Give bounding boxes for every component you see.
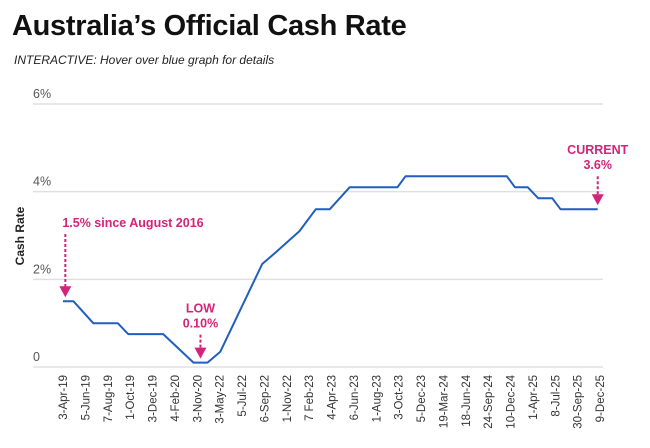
x-tick-label: 3-Oct-23 [394, 375, 406, 420]
x-tick-label: 19-Mar-24 [438, 374, 450, 428]
x-tick-label: 5-Dec-23 [416, 375, 428, 422]
x-tick-label: 1-Nov-22 [282, 375, 294, 422]
x-tick-label: 10-Dec-24 [506, 374, 518, 428]
x-tick-label: 1-Oct-19 [125, 375, 137, 420]
y-tick-label: 0 [33, 350, 40, 364]
x-tick-label: 3-Dec-19 [148, 375, 160, 422]
x-tick-label: 18-Jun-24 [461, 374, 473, 426]
x-tick-label: 3-Apr-19 [58, 375, 70, 420]
x-tick-label: 24-Sep-24 [483, 374, 495, 428]
x-tick-label: 5-Jul-22 [237, 375, 249, 417]
annotation: 1.5% since August 2016 [59, 216, 204, 298]
arrow-down-icon [59, 286, 72, 298]
x-tick-label: 30-Sep-25 [573, 375, 585, 429]
x-tick-label: 7-Aug-19 [103, 375, 115, 422]
x-tick-label: 4-Apr-23 [327, 375, 339, 420]
x-tick-label: 6-Jun-23 [349, 375, 361, 420]
x-tick-label: 6-Sep-22 [259, 375, 271, 422]
annotation-label: LOW [186, 302, 215, 316]
x-tick-label: 8-Jul-25 [550, 375, 562, 417]
arrow-down-icon [591, 194, 604, 206]
x-tick-label: 5-Jun-19 [80, 375, 92, 420]
annotation-label: CURRENT [567, 143, 628, 157]
y-tick-label: 2% [33, 262, 51, 276]
y-tick-label: 6% [33, 87, 51, 101]
x-tick-label: 4-Feb-20 [170, 375, 182, 422]
x-tick-label: 3-Nov-20 [192, 375, 204, 422]
page-title: Australia’s Official Cash Rate [12, 10, 407, 42]
x-tick-label: 1-Apr-25 [528, 375, 540, 420]
x-tick-label: 3-May-22 [215, 375, 227, 424]
y-axis-label: Cash Rate [13, 206, 27, 265]
page-subtitle: INTERACTIVE: Hover over blue graph for d… [14, 53, 275, 67]
x-tick-label: 9-Dec-25 [595, 375, 607, 422]
cash-rate-line[interactable] [63, 175, 598, 364]
x-tick-label: 1-Aug-23 [371, 375, 383, 422]
annotation-label: 0.10% [183, 317, 218, 331]
y-tick-label: 4% [33, 175, 51, 189]
arrow-down-icon [194, 347, 207, 359]
annotation-label: 3.6% [583, 158, 612, 172]
annotation-label: 1.5% since August 2016 [62, 216, 203, 230]
x-tick-label: 7 Feb-23 [304, 375, 316, 421]
